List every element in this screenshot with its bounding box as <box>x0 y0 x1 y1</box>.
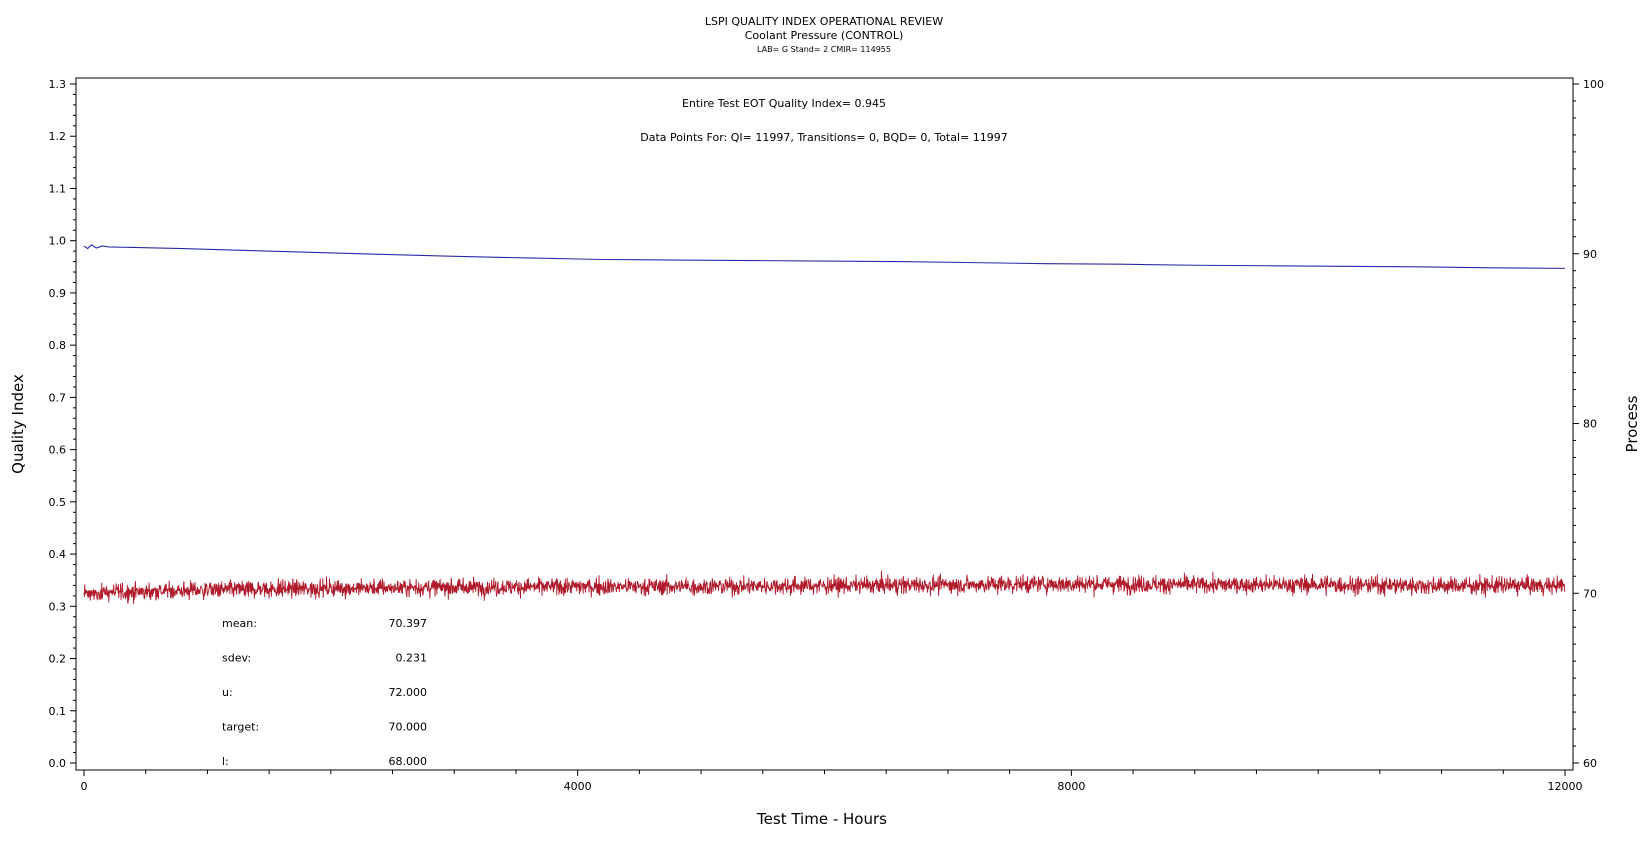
y-tick-label: 0.5 <box>49 496 67 509</box>
y2-axis-label: Process <box>1623 395 1641 452</box>
chart-subtitle: Coolant Pressure (CONTROL) <box>745 29 904 42</box>
y-tick-label: 0.9 <box>49 287 67 300</box>
y-tick-label: 1.3 <box>49 78 67 91</box>
y2-tick-label: 90 <box>1583 248 1597 261</box>
y-tick-label: 0.4 <box>49 548 67 561</box>
x-axis: 0 4000 8000 12000 <box>81 770 1583 793</box>
chart-caption: LAB= G Stand= 2 CMIR= 114955 <box>757 45 891 54</box>
y-axis-label: Quality Index <box>9 374 27 474</box>
y2-tick-label: 80 <box>1583 418 1597 431</box>
stat-value: 70.000 <box>389 721 428 734</box>
y-tick-label: 1.0 <box>49 235 67 248</box>
y-axis-left: 0.0 0.1 0.2 0.3 0.4 0.5 0.6 0.7 0.8 0.9 1.0 1.1 1.2 1… <box>49 78 76 770</box>
x-tick-label: 0 <box>81 780 88 793</box>
stat-value: 68.000 <box>389 755 428 768</box>
y-axis-right: 60 70 80 90 100 <box>1573 78 1604 770</box>
stat-label: l: <box>222 755 229 768</box>
stats-table: mean: 70.397 sdev: 0.231 u: 72.000 target: 70.0… <box>222 617 427 768</box>
series-layer <box>83 244 1566 605</box>
y-tick-label: 1.1 <box>49 182 67 195</box>
chart-title: LSPI QUALITY INDEX OPERATIONAL REVIEW <box>705 15 943 28</box>
stat-label: u: <box>222 686 233 699</box>
quality-index-series-line <box>83 244 1566 269</box>
eot-quality-annotation: Entire Test EOT Quality Index= 0.945 <box>682 97 886 110</box>
stat-label: target: <box>222 721 259 734</box>
x-tick-label: 12000 <box>1548 780 1583 793</box>
y2-tick-label: 100 <box>1583 78 1604 91</box>
process-series-line <box>83 570 1566 605</box>
y-tick-label: 0.7 <box>49 391 67 404</box>
y-tick-label: 0.2 <box>49 653 67 666</box>
stat-value: 70.397 <box>389 617 428 630</box>
y-tick-label: 0.3 <box>49 600 67 613</box>
y-tick-label: 0.8 <box>49 339 67 352</box>
y-tick-label: 0.1 <box>49 705 67 718</box>
stat-value: 72.000 <box>389 686 428 699</box>
x-axis-label: Test Time - Hours <box>756 810 887 828</box>
plot-frame <box>75 77 1574 771</box>
stat-value: 0.231 <box>396 652 428 665</box>
y-tick-label: 0.6 <box>49 444 67 457</box>
y2-tick-label: 70 <box>1583 587 1597 600</box>
stat-label: sdev: <box>222 652 251 665</box>
y-tick-label: 0.0 <box>49 757 67 770</box>
x-tick-label: 8000 <box>1057 780 1085 793</box>
x-tick-label: 4000 <box>564 780 592 793</box>
data-points-annotation: Data Points For: QI= 11997, Transitions=… <box>640 131 1008 144</box>
stat-label: mean: <box>222 617 257 630</box>
y2-tick-label: 60 <box>1583 757 1597 770</box>
y-tick-label: 1.2 <box>49 130 67 143</box>
